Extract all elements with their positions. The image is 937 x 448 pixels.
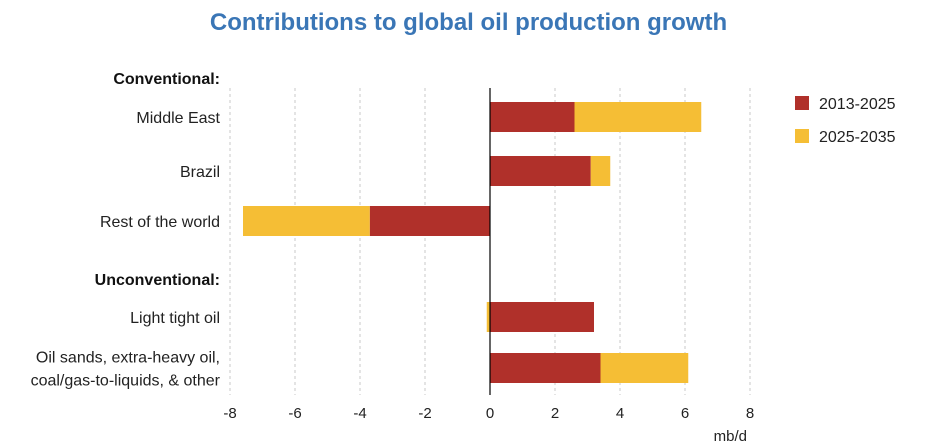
- bar-segment: [369, 206, 490, 236]
- group-label: Unconventional:: [95, 272, 220, 289]
- bar-segment: [574, 102, 702, 132]
- x-tick-label: -4: [353, 405, 366, 422]
- legend: 2013-2025 2025-2035: [795, 96, 896, 146]
- category-label: Brazil: [180, 164, 220, 181]
- x-tick-label: 2: [551, 405, 559, 422]
- bar-segment: [600, 353, 689, 383]
- bar-segment: [490, 353, 601, 383]
- bar-segment: [590, 156, 611, 186]
- bar-segment: [243, 206, 370, 236]
- bar-segment: [490, 302, 594, 332]
- bar-segment: [490, 156, 591, 186]
- legend-swatch: [795, 129, 809, 143]
- category-label: Light tight oil: [130, 310, 220, 327]
- legend-label: 2013-2025: [819, 96, 896, 113]
- category-label: Rest of the world: [100, 214, 220, 231]
- x-tick-label: 0: [486, 405, 494, 422]
- axes: -8 -6 -4 -2 0 2 4 6 8 mb/d: [223, 88, 754, 445]
- x-tick-label: -2: [418, 405, 431, 422]
- group-label: Conventional:: [113, 71, 220, 88]
- legend-swatch: [795, 96, 809, 110]
- x-axis-label: mb/d: [714, 428, 747, 445]
- category-label: Middle East: [136, 110, 220, 127]
- x-tick-label: -6: [288, 405, 301, 422]
- x-tick-label: -8: [223, 405, 236, 422]
- x-tick-label: 6: [681, 405, 689, 422]
- bars: [243, 102, 702, 383]
- legend-label: 2025-2035: [819, 129, 896, 146]
- x-tick-label: 4: [616, 405, 624, 422]
- x-tick-label: 8: [746, 405, 754, 422]
- chart-title: Contributions to global oil production g…: [209, 9, 728, 36]
- bar-segment: [486, 302, 490, 332]
- category-labels: Conventional: Unconventional: Middle East B…: [31, 71, 221, 390]
- category-label: Oil sands, extra-heavy oil, coal/gas-to-l…: [31, 350, 221, 390]
- bar-segment: [490, 102, 575, 132]
